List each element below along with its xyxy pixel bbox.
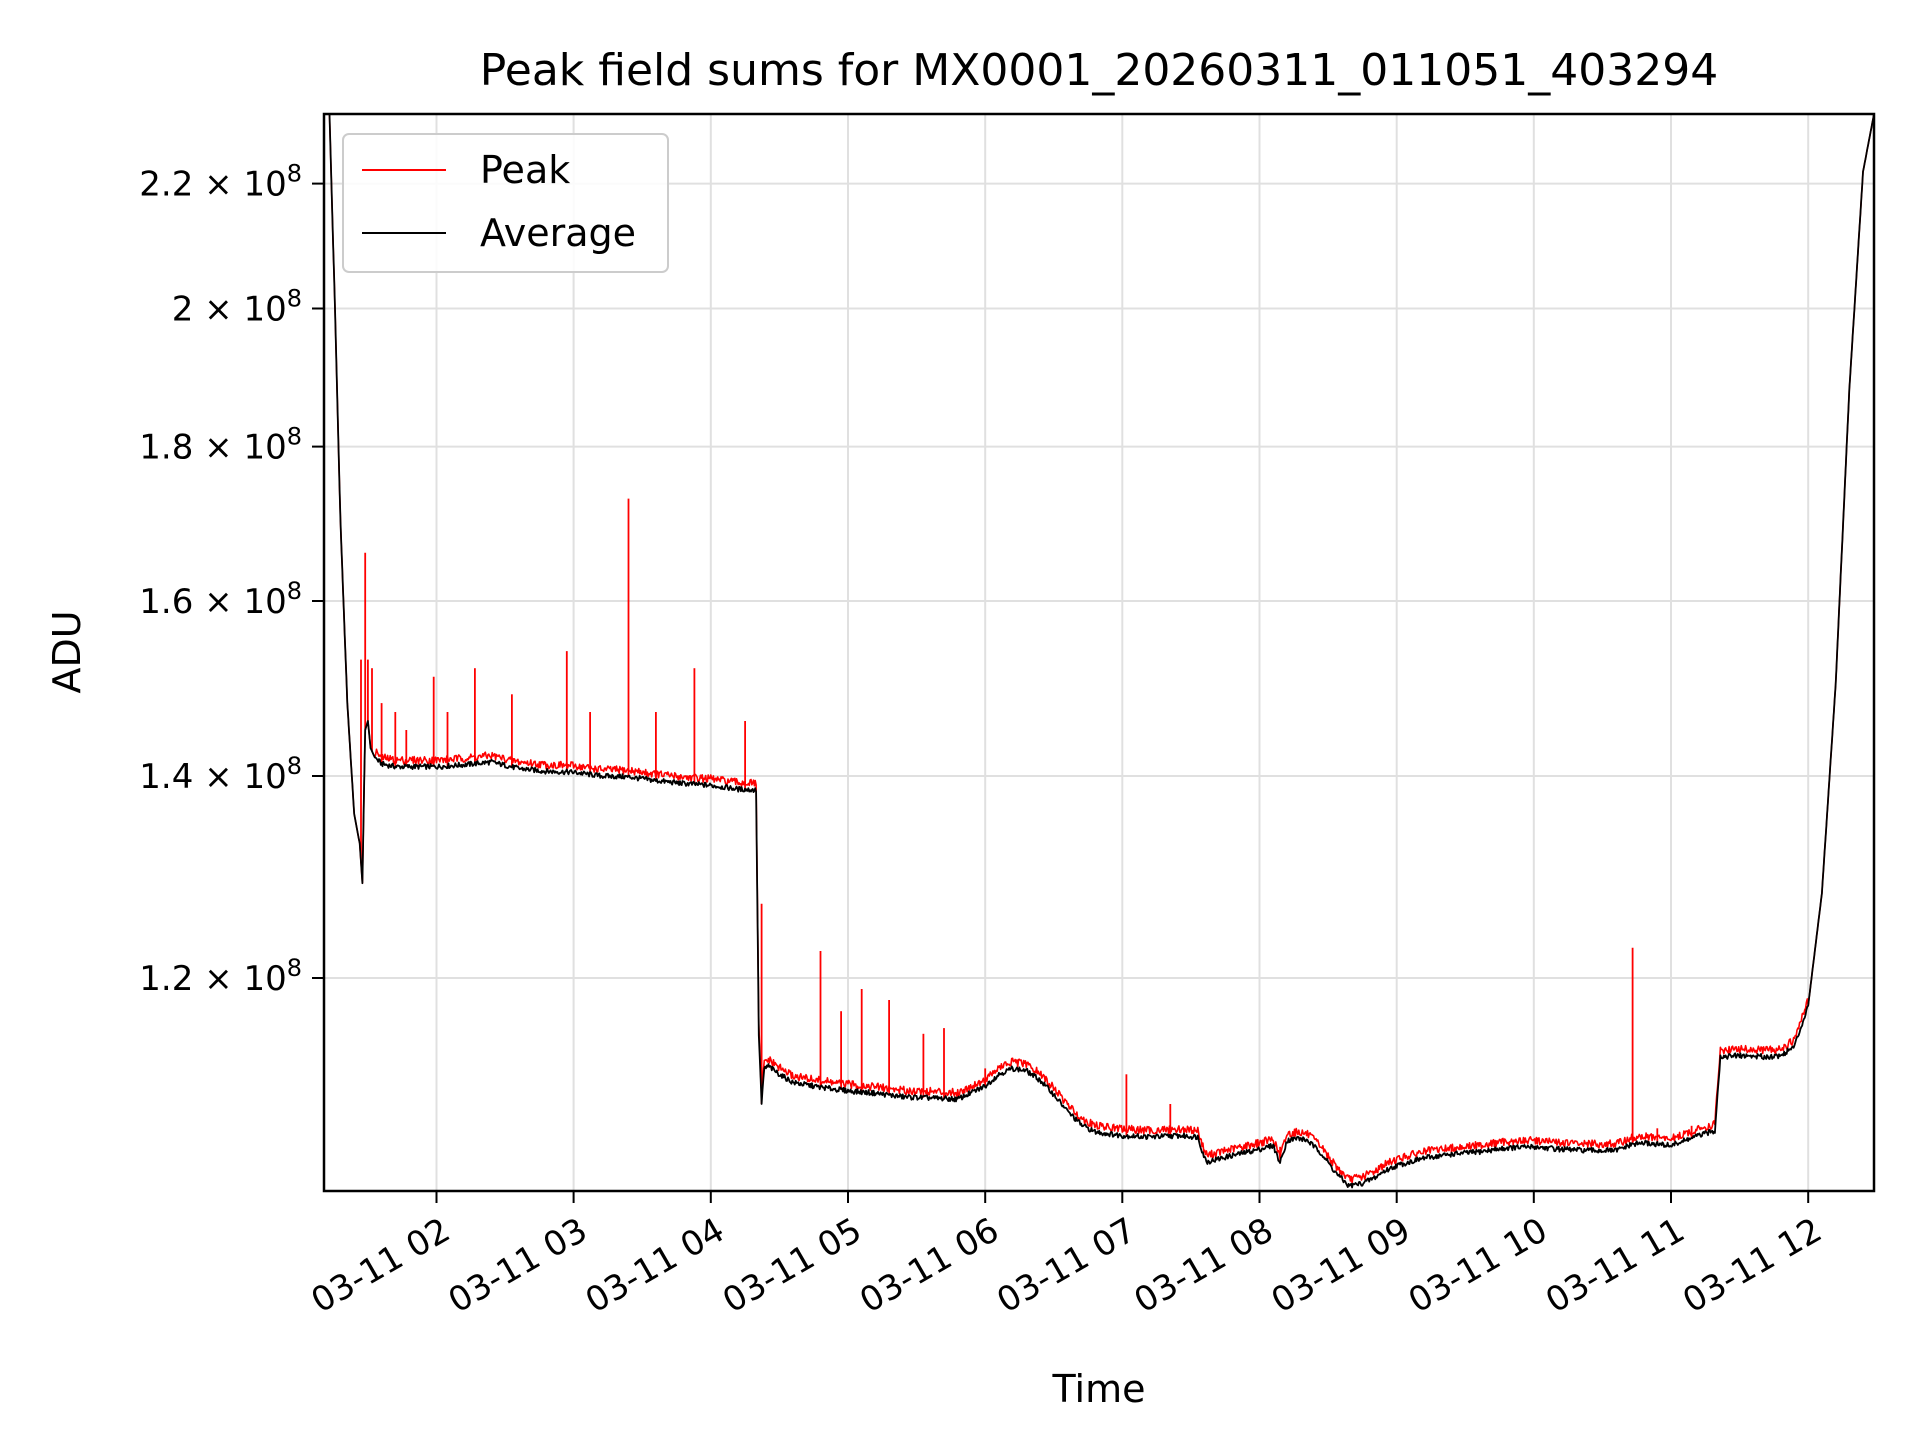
legend: Peak Average xyxy=(342,133,669,273)
average-series-layer xyxy=(324,114,1874,1189)
y-tick-exponent: 8 xyxy=(287,160,302,188)
y-tick-label: 1.6 × 108 xyxy=(139,577,302,622)
average-series-line xyxy=(324,114,1874,1189)
y-tick-label: 1.8 × 108 xyxy=(139,423,302,468)
y-tick-exponent: 8 xyxy=(287,285,302,313)
peak-series-line xyxy=(324,114,1874,1184)
y-tick-label: 2.2 × 108 xyxy=(139,160,302,205)
peak-series-layer xyxy=(324,114,1874,1184)
plot-frame xyxy=(322,112,1876,1193)
y-tick-exponent: 8 xyxy=(287,954,302,982)
y-axis-label: ADU xyxy=(45,610,89,693)
legend-box xyxy=(342,133,669,273)
y-tick-times: × 10 xyxy=(193,165,286,205)
y-tick-mantissa: 1.6 xyxy=(139,582,193,622)
y-tick-mantissa: 1.8 xyxy=(139,428,193,468)
series-layer xyxy=(324,114,1874,1189)
y-tick-times: × 10 xyxy=(193,582,286,622)
chart-title: Peak field sums for MX0001_20260311_0110… xyxy=(480,45,1718,96)
y-tick-label: 1.2 × 108 xyxy=(139,954,302,999)
y-tick-label: 2 × 108 xyxy=(172,285,302,330)
grid-layer xyxy=(324,114,1874,1191)
y-tick-times: × 10 xyxy=(193,290,286,330)
legend-label-peak: Peak xyxy=(480,148,570,192)
y-tick-mantissa: 2 xyxy=(172,290,194,330)
x-axis-label: Time xyxy=(1052,1367,1146,1411)
y-tick-times: × 10 xyxy=(193,757,286,797)
y-tick-exponent: 8 xyxy=(287,577,302,605)
y-tick-exponent: 8 xyxy=(287,752,302,780)
y-tick-label: 1.4 × 108 xyxy=(139,752,302,797)
legend-label-average: Average xyxy=(480,211,636,255)
y-tick-mantissa: 2.2 xyxy=(139,165,193,205)
y-tick-mantissa: 1.4 xyxy=(139,757,193,797)
y-tick-times: × 10 xyxy=(193,959,286,999)
y-tick-times: × 10 xyxy=(193,428,286,468)
y-tick-exponent: 8 xyxy=(287,423,302,451)
y-tick-mantissa: 1.2 xyxy=(139,959,193,999)
